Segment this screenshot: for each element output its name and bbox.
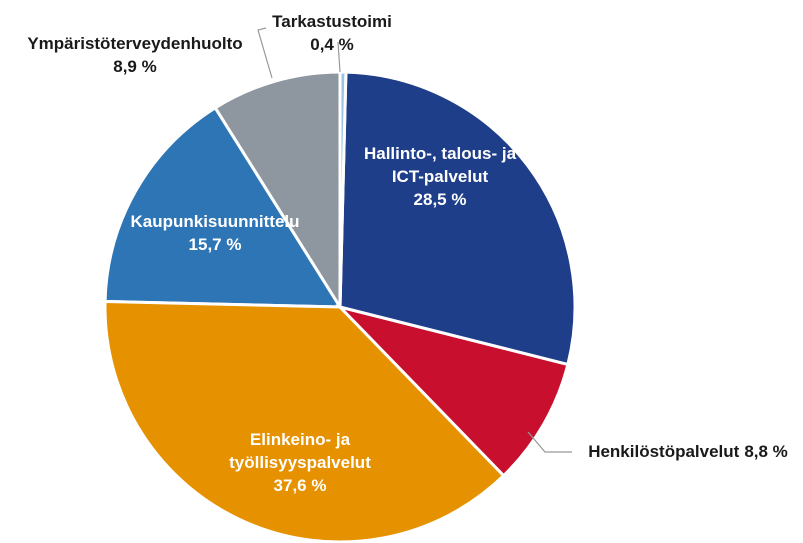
value-label: 28,5 % (413, 190, 467, 209)
pie-slice (338, 70, 577, 367)
slice-label: Henkilöstöpalvelut 8,8 % (568, 440, 803, 463)
pie-slice (335, 304, 570, 478)
category-label: Henkilöstöpalvelut (588, 442, 740, 461)
category-label: Kaupunkisuunnittelu (130, 212, 300, 231)
pie-slice (213, 70, 342, 313)
category-label: Hallinto-, talous- ja ICT-palvelut (363, 144, 517, 186)
leader-line (527, 431, 572, 453)
leader-line (257, 27, 273, 79)
category-label: Ympäristöterveydenhuolto (27, 34, 243, 53)
slice-label: Elinkeino- ja työllisyyspalvelut 37,6 % (215, 428, 385, 497)
category-label: Tarkastustoimi (272, 12, 392, 31)
value-label: 37,6 % (273, 476, 327, 495)
slice-label: Tarkastustoimi 0,4 % (232, 10, 432, 56)
slice-label: Hallinto-, talous- ja ICT-palvelut 28,5 % (355, 142, 525, 211)
pie-slice (103, 299, 506, 543)
pie-slice (338, 70, 348, 308)
slice-label: Kaupunkisuunnittelu 15,7 % (105, 210, 325, 256)
leader-line (337, 41, 341, 73)
category-label: Elinkeino- ja työllisyyspalvelut (229, 430, 371, 472)
value-label: 0,4 % (310, 35, 354, 54)
value-label: 8,9 % (113, 57, 157, 76)
slice-label: Ympäristöterveydenhuolto 8,9 % (5, 32, 265, 78)
value-label: 15,7 % (188, 235, 242, 254)
value-label: 8,8 % (744, 442, 788, 461)
pie-slice (103, 105, 343, 309)
